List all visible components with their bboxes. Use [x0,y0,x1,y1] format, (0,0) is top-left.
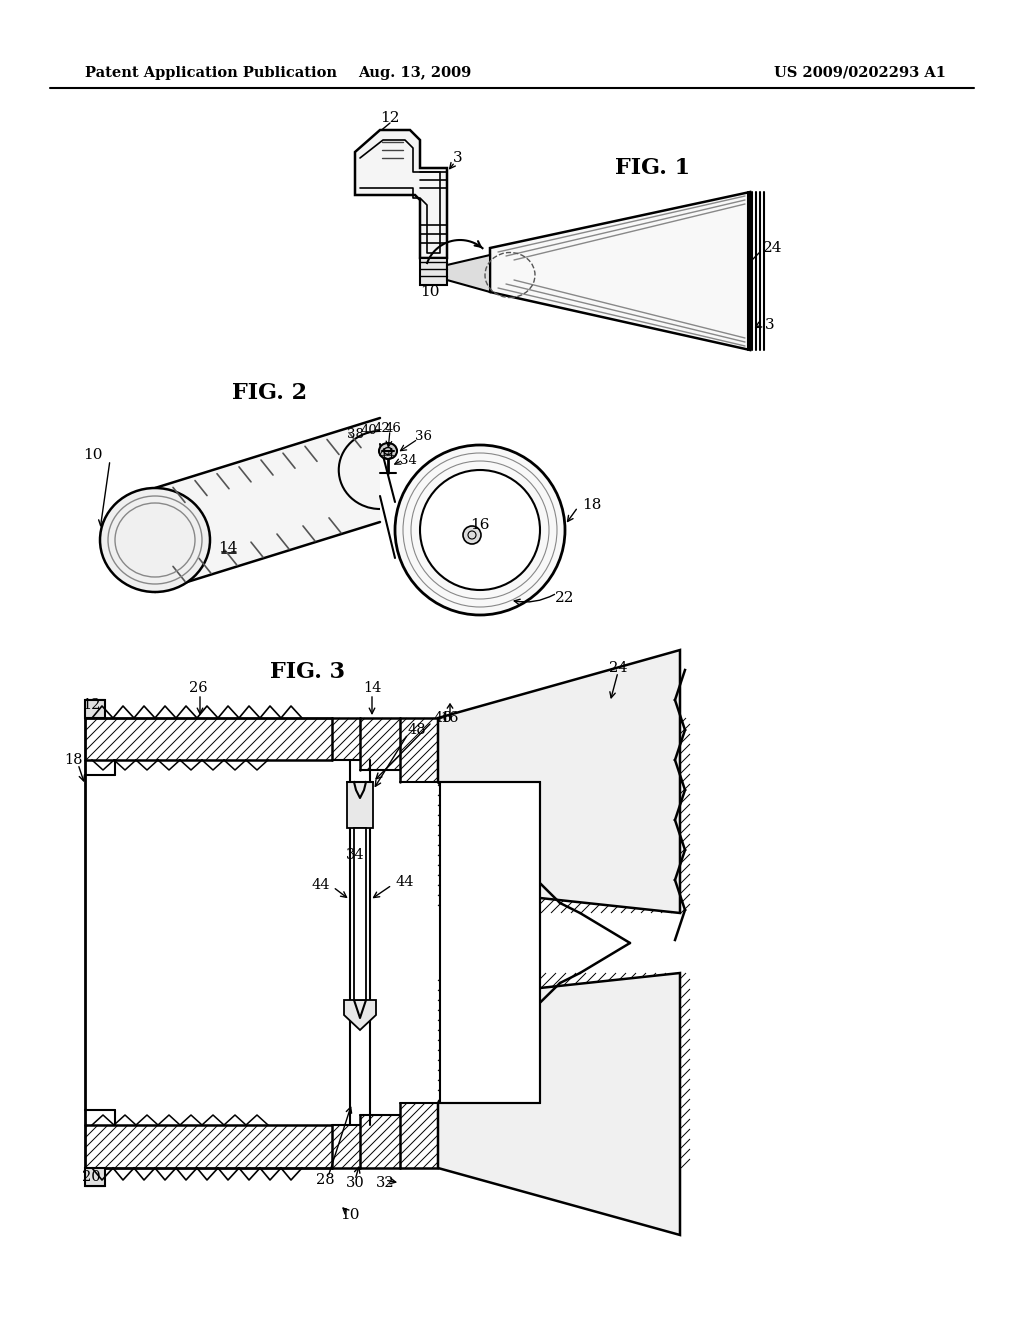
Bar [332,718,360,760]
Polygon shape [355,129,447,257]
Bar [85,718,332,760]
Text: 42: 42 [374,421,390,434]
Text: US 2009/0202293 A1: US 2009/0202293 A1 [774,66,946,81]
Text: 44: 44 [395,875,414,888]
Ellipse shape [463,525,481,544]
Text: 24: 24 [608,661,628,675]
Text: 10: 10 [420,285,439,300]
Polygon shape [85,1168,105,1185]
Text: 46: 46 [433,711,452,725]
Text: 40: 40 [360,425,378,437]
Bar [85,700,105,718]
Text: 14: 14 [218,541,238,554]
Text: 3: 3 [453,150,463,165]
Bar [332,1125,360,1168]
Text: Aug. 13, 2009: Aug. 13, 2009 [358,66,472,81]
Bar [400,1104,438,1168]
Text: 46: 46 [385,421,401,434]
Bar [438,973,690,1168]
Polygon shape [440,781,540,1104]
Text: 10: 10 [340,1208,359,1222]
Bar [360,1115,400,1168]
Text: 12: 12 [380,111,399,125]
Polygon shape [344,1001,376,1030]
Text: 44: 44 [378,449,395,462]
Polygon shape [438,973,680,1236]
Polygon shape [347,781,373,828]
Text: 28: 28 [315,1173,334,1187]
Text: 36: 36 [415,430,432,444]
Ellipse shape [100,488,210,591]
Text: 3: 3 [765,318,774,333]
Text: 32: 32 [376,1176,394,1191]
Polygon shape [438,649,680,913]
Text: 30: 30 [346,1176,365,1191]
Text: 24: 24 [763,242,782,255]
Text: 22: 22 [555,591,574,605]
Text: 26: 26 [188,681,207,696]
Text: FIG. 3: FIG. 3 [270,661,345,682]
Text: 14: 14 [362,681,381,696]
Text: 10: 10 [83,447,102,462]
Text: 18: 18 [582,498,601,512]
Polygon shape [354,828,366,1001]
Text: FIG. 2: FIG. 2 [232,381,307,404]
Text: 34: 34 [400,454,417,466]
Ellipse shape [379,444,397,459]
Text: Patent Application Publication: Patent Application Publication [85,66,337,81]
Polygon shape [420,257,447,285]
Text: 18: 18 [63,752,82,767]
Text: 34: 34 [346,847,365,862]
Bar [85,1168,105,1185]
Text: 44: 44 [311,878,330,892]
Bar [438,718,690,913]
Bar [360,718,400,770]
Text: 16: 16 [470,517,489,532]
Polygon shape [155,418,380,591]
Text: FIG. 1: FIG. 1 [615,157,690,180]
Text: 20: 20 [82,1170,100,1184]
Ellipse shape [420,470,540,590]
Text: 48: 48 [408,723,427,737]
Polygon shape [85,700,105,718]
Polygon shape [490,191,750,350]
Polygon shape [447,255,490,292]
Text: 38: 38 [346,429,364,441]
Text: 12: 12 [82,698,100,711]
Bar [400,718,438,781]
Bar [85,1125,332,1168]
Text: 16: 16 [440,711,459,725]
Ellipse shape [395,445,565,615]
